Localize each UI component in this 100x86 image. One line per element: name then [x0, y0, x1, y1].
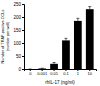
y-tick: 200: [13, 15, 24, 20]
error-bar: [77, 18, 78, 21]
y-tick-label: 100: [13, 41, 21, 46]
bar: [62, 40, 70, 69]
error-bar: [42, 68, 43, 69]
x-tick-label: 0: [29, 71, 32, 76]
bar: [86, 9, 94, 69]
y-tick: 100: [13, 41, 24, 46]
y-tick-mark: [22, 30, 24, 31]
error-bar: [54, 63, 55, 64]
x-tick: 1: [77, 69, 80, 76]
y-tick-label: 50: [16, 54, 22, 59]
x-tick: 0.001: [37, 69, 48, 76]
bar: [50, 64, 58, 69]
x-tick: 10: [88, 69, 93, 76]
y-axis-title: Number of TRAP-positive OCLs: [1, 10, 5, 64]
x-axis-title: rhIL-17 (ng/ml): [45, 80, 75, 85]
x-tick: 0.01: [50, 69, 59, 76]
x-tick-label: 1: [77, 71, 80, 76]
error-cap: [53, 62, 56, 63]
y-tick: 150: [13, 28, 24, 33]
y-tick-label: 0: [18, 67, 21, 72]
x-tick-label: 10: [88, 71, 93, 76]
x-axis: 0 0.0010.01 0.1 1 10: [25, 69, 97, 76]
bars: [29, 7, 94, 69]
error-cap: [41, 68, 44, 69]
y-tick-mark: [22, 43, 24, 44]
x-tick: 0: [29, 69, 32, 76]
y-tick-mark: [22, 56, 24, 57]
bar: [26, 69, 34, 70]
y-tick-mark: [22, 17, 24, 18]
y-tick-label: 250: [13, 2, 21, 7]
y-tick: 0: [18, 67, 24, 72]
y-tick-mark: [22, 4, 24, 5]
x-tick: 0.1: [63, 69, 69, 76]
y-axis-title: (number per well): [6, 21, 10, 51]
y-axis: 0 50 100 150 200 250: [13, 2, 24, 72]
y-tick-mark: [22, 69, 24, 70]
x-tick-label: 0.001: [37, 71, 48, 76]
y-tick: 50: [16, 54, 24, 59]
y-tick-label: 200: [13, 15, 21, 20]
error-cap: [88, 6, 91, 7]
bar: [74, 21, 82, 69]
error-cap: [64, 38, 67, 39]
x-tick-label: 0.1: [63, 71, 69, 76]
y-tick: 250: [13, 2, 24, 7]
plot: 0 50 100 150 200 250 0 0.0010.01 0.1 1 10: [13, 2, 96, 76]
bar: [38, 68, 46, 69]
error-cap: [76, 18, 79, 19]
x-tick-label: 0.01: [50, 71, 59, 76]
chart: 0 50 100 150 200 250 0 0.0010.01 0.1 1 10 rhIL-17 (…: [0, 0, 100, 86]
y-tick-label: 150: [13, 28, 21, 33]
error-bar: [65, 38, 66, 40]
error-bar: [89, 7, 90, 10]
x-axis-line: [25, 70, 97, 72]
error-cap: [29, 69, 32, 70]
y-axis-line: [22, 5, 25, 70]
